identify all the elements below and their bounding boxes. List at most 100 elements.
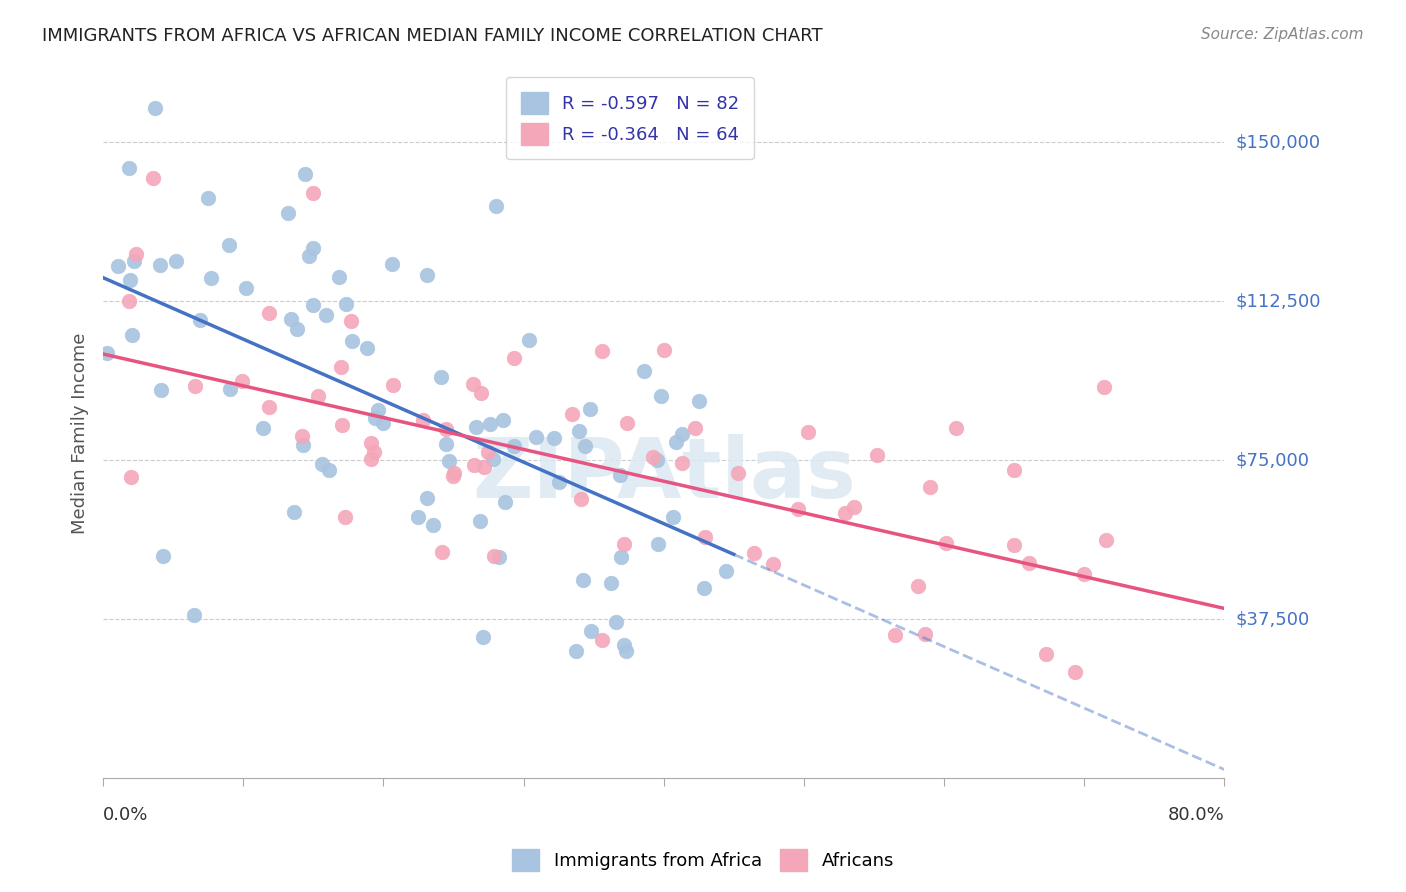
Point <box>298 249 321 263</box>
Point <box>252 420 274 434</box>
Point <box>294 167 316 181</box>
Point <box>315 308 337 322</box>
Point <box>600 576 623 591</box>
Point <box>371 416 394 430</box>
Point <box>547 475 569 489</box>
Point <box>610 549 633 564</box>
Point <box>641 450 664 464</box>
Point <box>280 312 302 326</box>
Point <box>340 314 363 328</box>
Point <box>277 205 299 219</box>
Point <box>464 419 486 434</box>
Point <box>613 638 636 652</box>
Point <box>1035 647 1057 661</box>
Point <box>150 384 173 398</box>
Point <box>165 253 187 268</box>
Point <box>311 457 333 471</box>
Point <box>330 359 353 374</box>
Point <box>844 500 866 514</box>
Point <box>693 530 716 544</box>
Point <box>291 438 314 452</box>
Point <box>412 413 434 427</box>
Point <box>430 369 453 384</box>
Point <box>107 259 129 273</box>
Point <box>231 374 253 388</box>
Point <box>524 430 547 444</box>
Point <box>543 431 565 445</box>
Point <box>363 445 385 459</box>
Point <box>118 161 141 175</box>
Point <box>683 421 706 435</box>
Point <box>328 269 350 284</box>
Point <box>142 170 165 185</box>
Point <box>340 334 363 348</box>
Point <box>572 573 595 587</box>
Point <box>307 389 329 403</box>
Point <box>613 537 636 551</box>
Text: 0.0%: 0.0% <box>103 805 149 823</box>
Point <box>866 448 889 462</box>
Point <box>218 383 240 397</box>
Point <box>183 608 205 623</box>
Text: 80.0%: 80.0% <box>1167 805 1225 823</box>
Point <box>787 502 810 516</box>
Point <box>484 199 506 213</box>
Point <box>834 506 856 520</box>
Point <box>360 452 382 467</box>
Point <box>797 425 820 439</box>
Text: IMMIGRANTS FROM AFRICA VS AFRICAN MEDIAN FAMILY INCOME CORRELATION CHART: IMMIGRANTS FROM AFRICA VS AFRICAN MEDIAN… <box>42 27 823 45</box>
Point <box>257 400 280 414</box>
Point <box>488 550 510 565</box>
Legend: R = -0.597   N = 82, R = -0.364   N = 64: R = -0.597 N = 82, R = -0.364 N = 64 <box>506 78 754 160</box>
Point <box>461 377 484 392</box>
Point <box>517 333 540 347</box>
Point <box>1063 665 1085 679</box>
Point <box>301 298 323 312</box>
Point <box>568 425 591 439</box>
Point <box>330 417 353 432</box>
Point <box>283 505 305 519</box>
Point <box>1073 567 1095 582</box>
Point <box>285 322 308 336</box>
Point <box>714 565 737 579</box>
Text: $37,500: $37,500 <box>1236 610 1310 628</box>
Point <box>742 546 765 560</box>
Point <box>945 421 967 435</box>
Y-axis label: Median Family Income: Median Family Income <box>72 333 89 534</box>
Point <box>152 549 174 564</box>
Point <box>645 453 668 467</box>
Point <box>693 581 716 595</box>
Point <box>591 632 613 647</box>
Point <box>561 408 583 422</box>
Point <box>143 101 166 115</box>
Point <box>121 328 143 343</box>
Point <box>335 297 357 311</box>
Point <box>443 466 465 480</box>
Legend: Immigrants from Africa, Africans: Immigrants from Africa, Africans <box>505 842 901 879</box>
Point <box>218 238 240 252</box>
Point <box>503 351 526 365</box>
Point <box>302 186 325 200</box>
Point <box>671 456 693 470</box>
Point <box>470 514 492 528</box>
Text: $150,000: $150,000 <box>1236 133 1320 151</box>
Point <box>661 509 683 524</box>
Point <box>302 241 325 255</box>
Point <box>382 377 405 392</box>
Point <box>492 413 515 427</box>
Point <box>616 416 638 430</box>
Point <box>356 341 378 355</box>
Point <box>1092 380 1115 394</box>
Text: $112,500: $112,500 <box>1236 292 1322 310</box>
Point <box>647 536 669 550</box>
Point <box>482 549 505 563</box>
Point <box>650 389 672 403</box>
Point <box>188 313 211 327</box>
Point <box>914 627 936 641</box>
Point <box>200 271 222 285</box>
Point <box>118 273 141 287</box>
Point <box>422 518 444 533</box>
Point <box>470 385 492 400</box>
Point <box>1002 538 1025 552</box>
Point <box>1018 557 1040 571</box>
